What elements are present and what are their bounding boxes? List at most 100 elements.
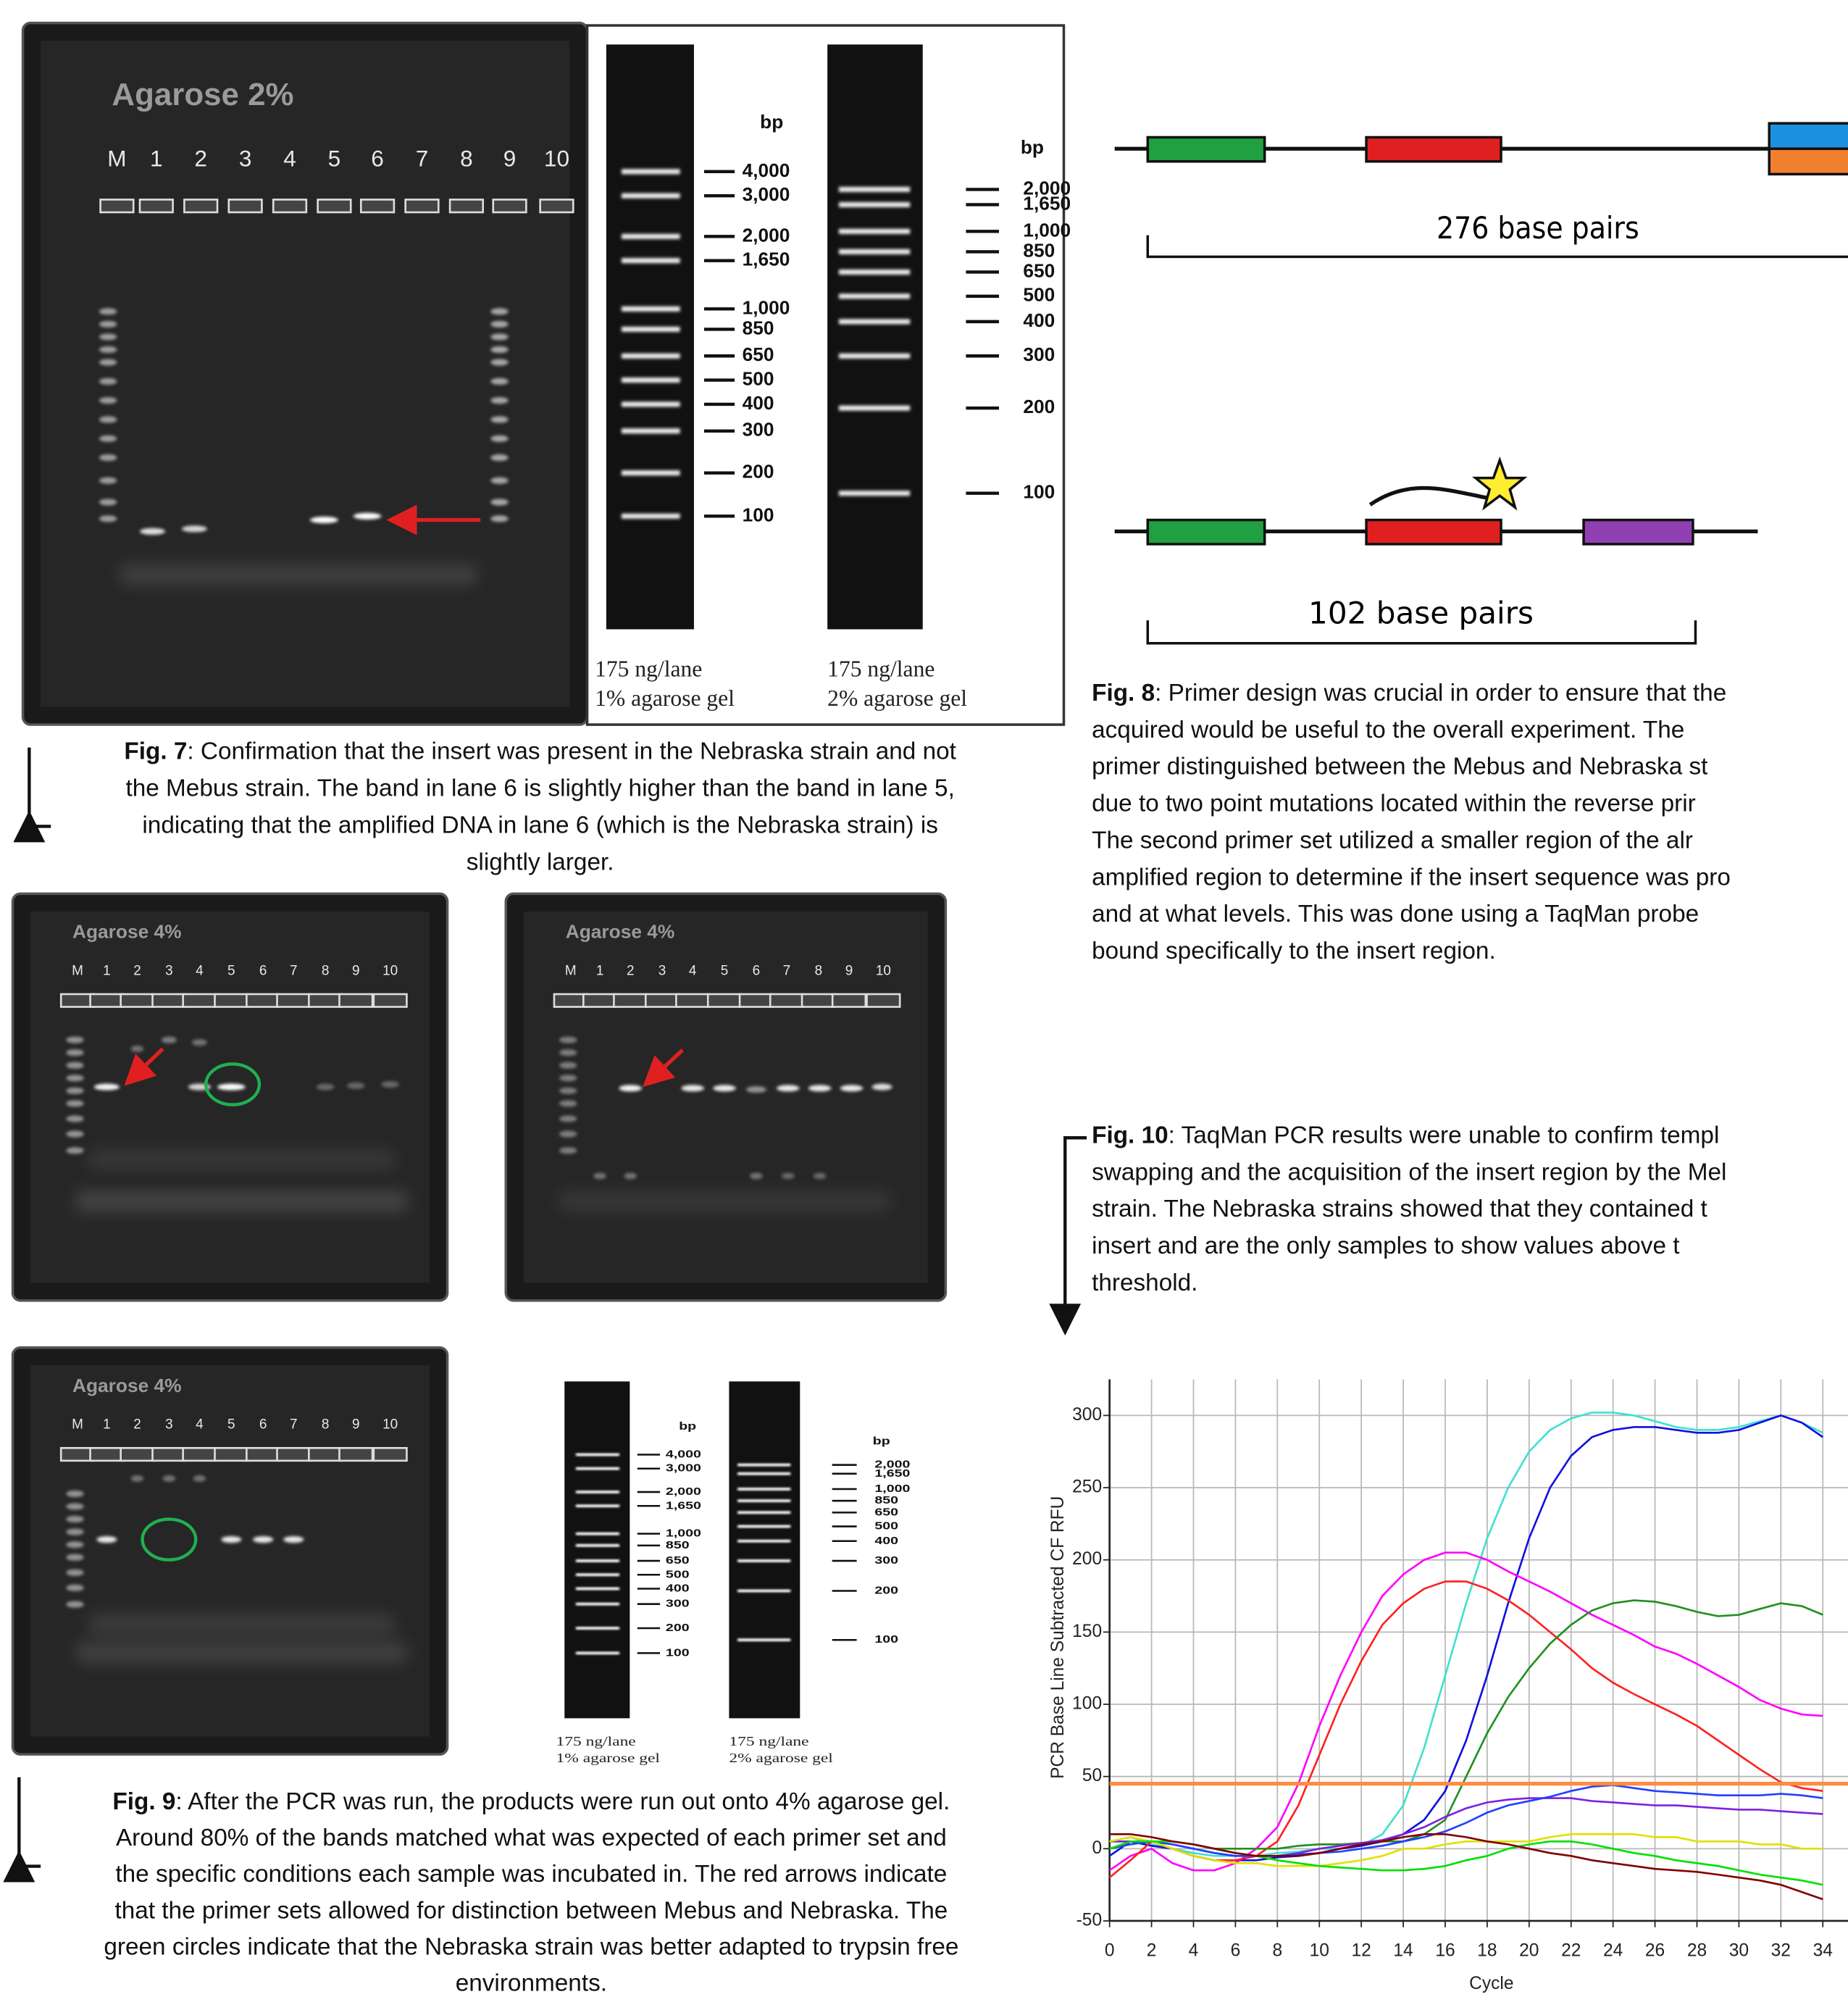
smear (89, 1614, 394, 1635)
primer-box (1147, 520, 1264, 544)
band (622, 401, 680, 407)
band (66, 1491, 84, 1497)
band (66, 1516, 84, 1522)
well (277, 1448, 310, 1461)
caption-text: strain. The Nebraska strains showed that… (1092, 1196, 1707, 1222)
y-tick-label: 100 (1072, 1694, 1102, 1714)
well (493, 199, 527, 212)
lane-label: 8 (322, 1417, 330, 1433)
band (576, 1491, 619, 1493)
bp-label: 650 (1023, 259, 1055, 281)
caption-text: the Mebus strain. The band in lane 6 is … (125, 775, 954, 801)
band (559, 1115, 577, 1122)
gel-title: Agarose 2% (112, 77, 293, 112)
x-tick-label: 10 (1310, 1941, 1329, 1961)
caption-line: that the primer sets allowed for distinc… (114, 1897, 948, 1924)
ladder-gel (827, 44, 923, 629)
band (66, 1037, 84, 1043)
lane-label: 6 (259, 1417, 267, 1433)
y-tick-label: 250 (1072, 1477, 1102, 1497)
lane-label: 10 (382, 963, 398, 978)
bp-label: 2,000 (743, 224, 790, 246)
bp-label: 3,000 (743, 183, 790, 205)
caption-line: swapping and the acquisition of the inse… (1092, 1159, 1726, 1185)
caption-line: primer distinguished between the Mebus a… (1092, 753, 1708, 780)
x-tick-label: 24 (1603, 1941, 1623, 1961)
gel-image: Agarose 4%M12345678910 (13, 1348, 448, 1754)
y-tick-label: 200 (1072, 1549, 1102, 1569)
smear (121, 564, 477, 585)
caption-line: indicating that the amplified DNA in lan… (142, 812, 938, 838)
ladder-figure: 4,0003,0002,0001,6501,000850650500400300… (556, 1381, 911, 1765)
x-tick-label: 0 (1105, 1941, 1115, 1961)
band (559, 1100, 577, 1106)
bp-unit: bp (760, 111, 783, 133)
band (737, 1488, 790, 1491)
band (99, 397, 117, 404)
band (490, 397, 509, 404)
caption-label: Fig. 7 (124, 738, 187, 764)
bp-label: 400 (743, 392, 774, 414)
band (99, 333, 117, 340)
band (140, 528, 165, 535)
caption-text: green circles indicate that the Nebraska… (104, 1933, 958, 1960)
band (622, 169, 680, 174)
band (681, 1085, 704, 1091)
band (737, 1540, 790, 1543)
band (622, 234, 680, 239)
y-tick-label: 150 (1072, 1622, 1102, 1641)
lane-label: M (565, 963, 577, 978)
x-tick-label: 4 (1189, 1941, 1199, 1961)
caption-line: strain. The Nebraska strains showed that… (1092, 1196, 1707, 1222)
primer-box (1366, 137, 1501, 161)
x-tick-label: 32 (1771, 1941, 1791, 1961)
band (839, 270, 910, 275)
ladder-caption: 175 ng/lane (729, 1733, 808, 1748)
well (91, 1448, 124, 1461)
bp-label: 1,000 (743, 296, 790, 318)
band (490, 499, 509, 505)
well (309, 994, 342, 1007)
caption-line: slightly larger. (467, 849, 614, 875)
x-tick-label: 8 (1272, 1941, 1282, 1961)
band (839, 406, 910, 411)
band (619, 1085, 642, 1091)
bp-label: 500 (743, 368, 774, 390)
well (867, 994, 900, 1007)
band (490, 359, 509, 365)
band (99, 478, 117, 484)
band (839, 491, 910, 496)
band (840, 1085, 864, 1091)
band (99, 378, 117, 385)
smear (89, 1149, 394, 1170)
bp-label: 4,000 (666, 1448, 701, 1460)
x-tick-label: 18 (1477, 1941, 1497, 1961)
caption-label: Fig. 10 (1092, 1122, 1168, 1148)
probe-star (1476, 460, 1524, 507)
band (490, 454, 509, 461)
band (99, 321, 117, 328)
smear (76, 1191, 406, 1212)
ladder-gel (729, 1381, 800, 1718)
band (66, 1601, 84, 1608)
lane-label: 8 (322, 963, 330, 978)
lane-label: 3 (165, 1417, 173, 1433)
bp-label: 1,000 (874, 1482, 910, 1494)
band (559, 1130, 577, 1137)
lane-label: 9 (845, 963, 853, 978)
well (153, 1448, 186, 1461)
band (737, 1511, 790, 1514)
y-tick-label: 50 (1082, 1766, 1102, 1785)
caption-line: green circles indicate that the Nebraska… (104, 1933, 958, 1960)
band (66, 1503, 84, 1509)
gel-title: Agarose 4% (72, 921, 182, 943)
lane-label: 7 (416, 145, 429, 171)
well (708, 994, 741, 1007)
band (576, 1533, 619, 1535)
band (221, 1536, 241, 1543)
band (217, 1084, 246, 1091)
well (246, 1448, 280, 1461)
bp-label: 1,650 (743, 249, 790, 270)
y-tick-label: 0 (1092, 1838, 1102, 1858)
lane-label: 3 (658, 963, 666, 978)
